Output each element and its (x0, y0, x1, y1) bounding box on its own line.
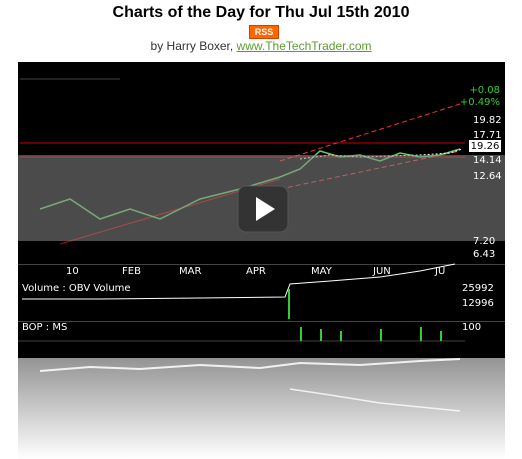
price-level: 14.14 (473, 155, 502, 166)
month-label: FEB (122, 266, 141, 277)
month-label: MAR (179, 266, 201, 277)
price-level: 6.43 (473, 249, 495, 260)
byline-text: by Harry Boxer, (150, 39, 237, 53)
bop-level: 100 (462, 322, 481, 333)
price-level: 19.82 (473, 115, 502, 126)
reflection (18, 358, 505, 459)
page-title: Charts of the Day for Thu Jul 15th 2010 (112, 4, 410, 21)
month-label: JUN (372, 266, 391, 277)
play-button[interactable] (237, 185, 289, 233)
video-player[interactable]: +0.08+0.49% 19.82 17.71 14.14 12.64 7.20 6.43 1… (0, 59, 522, 459)
byline: by Harry Boxer, www.TheTechTrader.com (0, 39, 522, 53)
bop-label: BOP : MS (22, 322, 67, 333)
price-level: 12.64 (473, 171, 502, 182)
change: +0.08 (469, 85, 500, 96)
month-label: APR (246, 266, 266, 277)
site-link[interactable]: www.TheTechTrader.com (236, 39, 372, 53)
change-pct: +0.49% (460, 97, 500, 108)
last-price-box (469, 140, 501, 152)
last-price: 19.26 (471, 141, 500, 152)
volume-label: Volume : OBV Volume (22, 283, 131, 294)
month-label: JU (434, 266, 445, 277)
price-level: 7.20 (473, 236, 495, 247)
month-label: 10 (66, 266, 79, 277)
rss-badge[interactable]: RSS (249, 25, 279, 39)
month-label: MAY (311, 266, 333, 277)
volume-level: 12996 (462, 298, 494, 309)
price-level: 17.71 (473, 130, 502, 141)
volume-level: 25992 (462, 283, 494, 294)
